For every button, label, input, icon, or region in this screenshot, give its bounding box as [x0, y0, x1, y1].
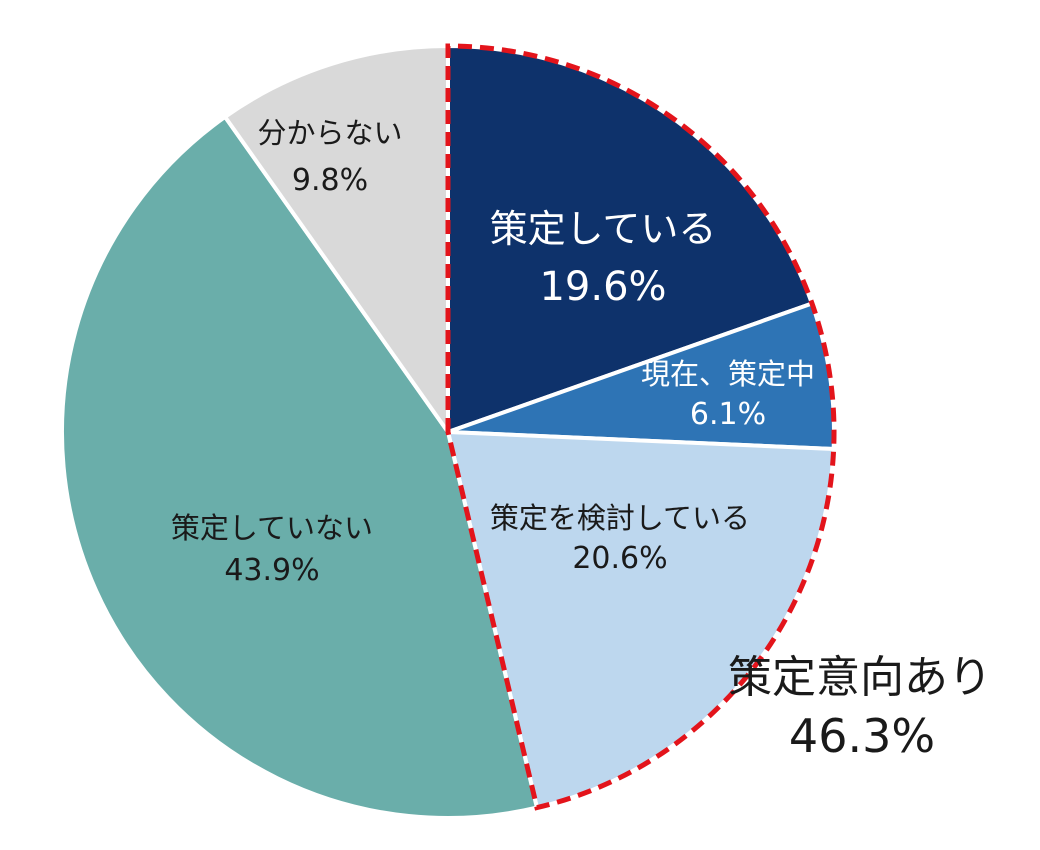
- pie-slice-5: [223, 44, 450, 434]
- group-annotation-label: 策定意向あり: [728, 652, 992, 703]
- slice-value-label-3: 20.6%: [572, 541, 667, 576]
- pie-slices: [59, 44, 836, 820]
- slice-label-5: 分からない: [257, 116, 402, 150]
- group-outline: [445, 43, 837, 811]
- slice-value-label-5: 9.8%: [292, 163, 368, 198]
- group-annotation-value: 46.3%: [789, 709, 935, 763]
- slice-label-2: 現在、策定中: [641, 357, 815, 391]
- slice-value-label-2: 6.1%: [690, 397, 766, 432]
- slice-value-label-1: 19.6%: [539, 264, 666, 310]
- group-annotation: 策定意向あり 46.3%: [728, 652, 992, 763]
- slice-value-label-4: 43.9%: [224, 553, 319, 588]
- pie-labels: 策定している 19.6% 現在、策定中 6.1% 策定を検討している 20.6% 策定してい…: [171, 116, 815, 588]
- slice-label-3: 策定を検討している: [490, 501, 750, 535]
- pie-slice-4: [59, 114, 539, 820]
- slice-label-1: 策定している: [490, 207, 717, 251]
- slice-label-4: 策定していない: [171, 511, 373, 545]
